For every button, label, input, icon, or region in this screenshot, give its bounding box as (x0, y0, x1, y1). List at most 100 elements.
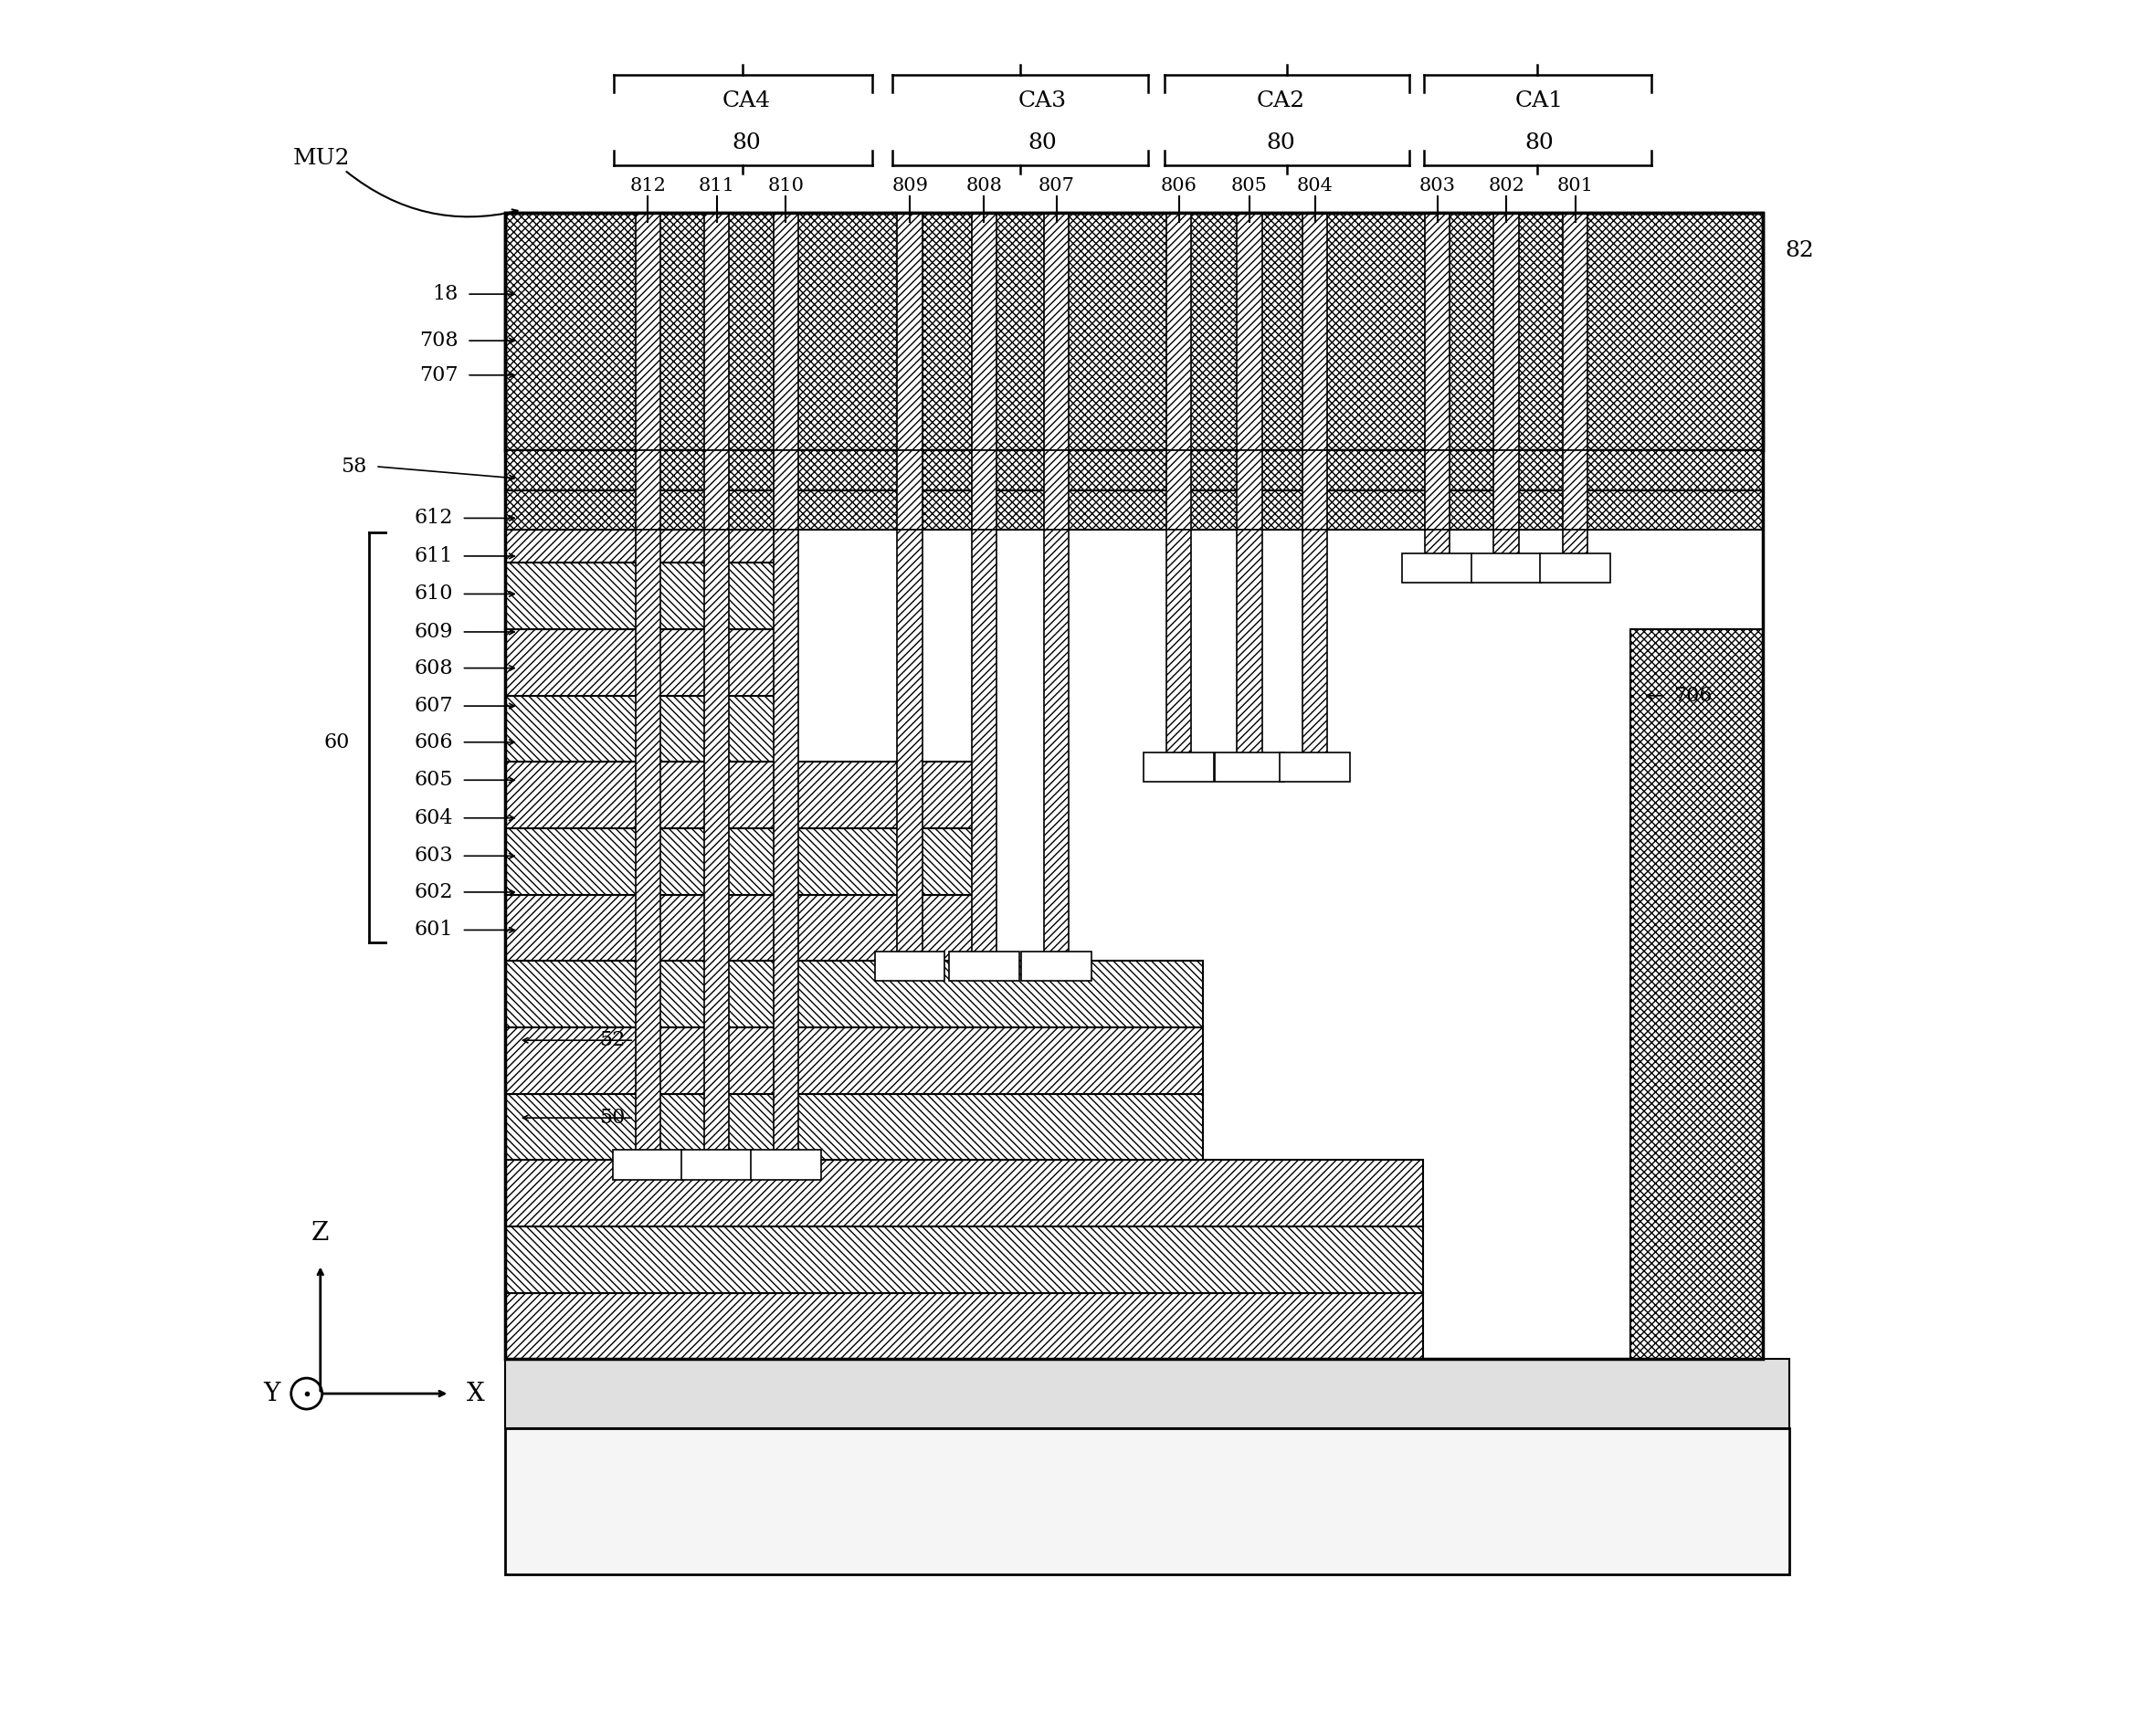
Bar (505, 490, 1764, 529)
Bar (505, 214, 1764, 1359)
Text: 806: 806 (1161, 177, 1197, 194)
Bar (505, 1094, 1203, 1160)
Bar (897, 214, 922, 450)
Text: 707: 707 (420, 365, 458, 385)
Text: 80: 80 (731, 132, 760, 153)
Bar (773, 214, 799, 450)
Text: CA2: CA2 (1257, 90, 1306, 111)
Text: 801: 801 (1557, 177, 1593, 194)
Text: 80: 80 (1029, 132, 1056, 153)
Bar (1563, 529, 1587, 562)
Bar (505, 214, 1764, 450)
Bar (1493, 450, 1519, 529)
Bar (505, 1028, 1203, 1094)
Bar (1238, 214, 1261, 450)
Bar (1629, 630, 1764, 1359)
Text: MU2: MU2 (292, 148, 349, 168)
Bar (1301, 529, 1327, 762)
Text: 604: 604 (415, 807, 454, 828)
Bar (705, 450, 728, 529)
Text: 810: 810 (767, 177, 803, 194)
Bar (635, 529, 660, 1160)
Bar (971, 529, 997, 962)
Bar (505, 1293, 1423, 1359)
Bar (705, 529, 728, 1160)
Bar (682, 1151, 752, 1180)
Bar (505, 450, 1764, 490)
Text: 804: 804 (1297, 177, 1333, 194)
Text: 803: 803 (1419, 177, 1455, 194)
Bar (505, 1226, 1423, 1293)
Bar (505, 529, 775, 562)
Bar (1044, 214, 1069, 450)
Bar (505, 696, 775, 762)
Bar (1167, 529, 1191, 762)
Text: Z: Z (311, 1220, 330, 1246)
Text: Y: Y (264, 1382, 281, 1406)
Bar (705, 214, 728, 450)
Bar (505, 1429, 1789, 1575)
Bar (1563, 450, 1587, 529)
Text: 706: 706 (1674, 686, 1713, 707)
Bar (1472, 554, 1542, 583)
Bar (950, 951, 1018, 981)
Text: 58: 58 (341, 457, 366, 476)
Bar (1167, 450, 1191, 529)
Bar (875, 951, 946, 981)
Bar (505, 1160, 1423, 1226)
Bar (1238, 450, 1261, 529)
Text: 606: 606 (415, 733, 454, 752)
Bar (1301, 450, 1327, 529)
Bar (897, 450, 922, 529)
Text: 805: 805 (1231, 177, 1267, 194)
Text: 60: 60 (324, 733, 349, 752)
Bar (505, 1359, 1789, 1429)
Text: 609: 609 (415, 621, 454, 642)
Bar (773, 450, 799, 529)
Text: CA1: CA1 (1514, 90, 1563, 111)
Bar (773, 529, 799, 1160)
Bar (505, 562, 775, 630)
Text: 610: 610 (415, 583, 454, 604)
Text: 82: 82 (1785, 241, 1815, 262)
Bar (1563, 214, 1587, 450)
Text: 811: 811 (699, 177, 735, 194)
Bar (505, 894, 988, 962)
Text: 18: 18 (432, 285, 458, 304)
Text: 50: 50 (599, 1108, 626, 1128)
Text: 607: 607 (415, 696, 454, 715)
Bar (971, 450, 997, 529)
Bar (505, 828, 988, 894)
Text: 611: 611 (415, 547, 454, 566)
Bar (1022, 951, 1091, 981)
Bar (613, 1151, 684, 1180)
Text: 608: 608 (413, 658, 454, 679)
Text: 605: 605 (415, 771, 454, 790)
Text: X: X (466, 1382, 484, 1406)
Text: 802: 802 (1489, 177, 1525, 194)
Text: 612: 612 (415, 509, 454, 528)
Bar (1214, 752, 1284, 781)
Bar (1280, 752, 1350, 781)
Bar (505, 962, 1203, 1028)
Bar (1493, 214, 1519, 450)
Text: 80: 80 (1265, 132, 1295, 153)
Bar (1425, 529, 1451, 562)
Text: 80: 80 (1525, 132, 1553, 153)
Text: 807: 807 (1037, 177, 1076, 194)
Bar (1425, 450, 1451, 529)
Text: CA4: CA4 (722, 90, 771, 111)
Text: CA3: CA3 (1018, 90, 1067, 111)
Bar (635, 214, 660, 450)
Text: 602: 602 (415, 882, 454, 903)
Bar (1493, 529, 1519, 562)
Bar (971, 214, 997, 450)
Bar (1144, 752, 1214, 781)
Text: 601: 601 (415, 920, 454, 941)
Bar (750, 1151, 820, 1180)
Bar (635, 450, 660, 529)
Bar (1167, 214, 1191, 450)
Bar (1301, 214, 1327, 450)
Text: 708: 708 (420, 330, 458, 351)
Bar (1425, 214, 1451, 450)
